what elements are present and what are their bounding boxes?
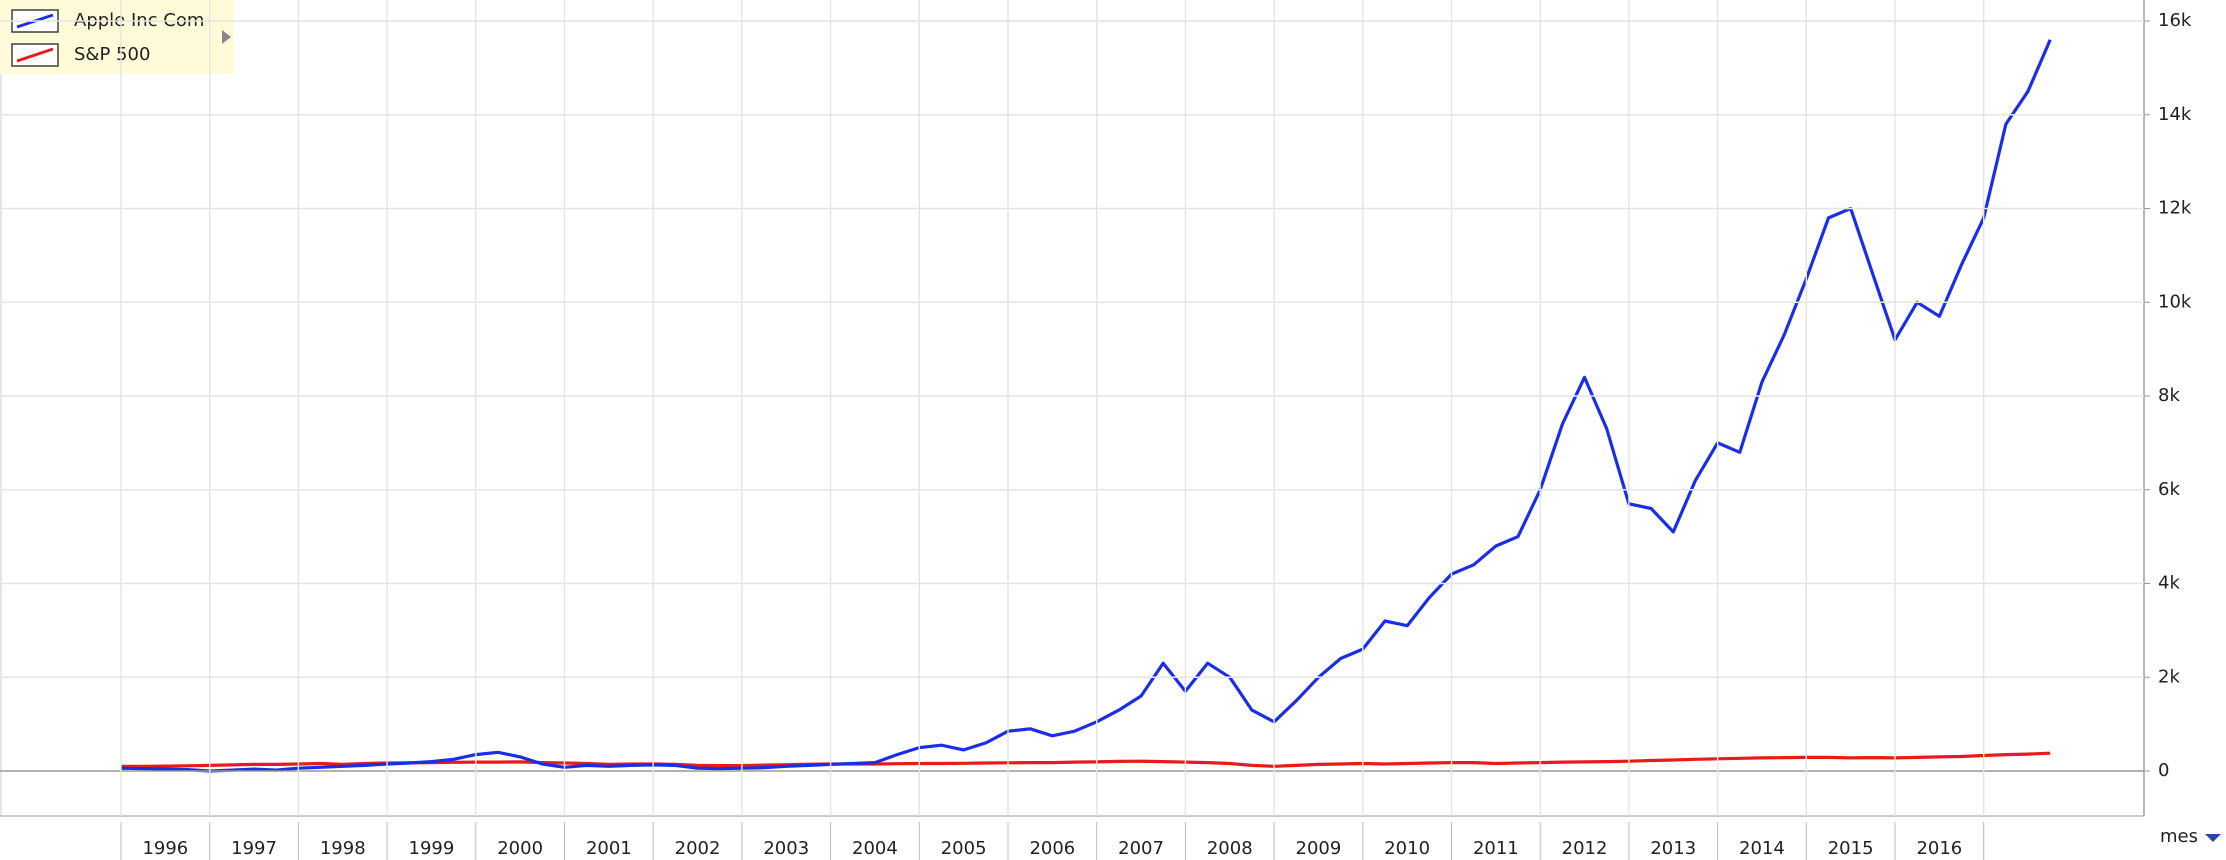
y-tick-label: 12k (2158, 198, 2192, 219)
y-tick-label: 14k (2158, 104, 2192, 125)
x-tick-label: 2002 (675, 838, 721, 859)
legend-swatch (16, 47, 54, 63)
x-tick-label: 2006 (1029, 838, 1075, 859)
x-tick-label: 1996 (142, 838, 188, 859)
x-tick-label: 2011 (1473, 838, 1519, 859)
period-menu-arrow[interactable] (2205, 834, 2221, 842)
x-tick-label: 1999 (409, 838, 455, 859)
legend-arrow[interactable] (222, 30, 231, 44)
y-tick-label: 6k (2158, 479, 2180, 500)
x-tick-label: 1997 (231, 838, 277, 859)
x-tick-label: 2014 (1739, 838, 1785, 859)
x-tick-label: 2015 (1828, 838, 1874, 859)
y-tick-label: 8k (2158, 385, 2180, 406)
x-tick-label: 2001 (586, 838, 632, 859)
x-tick-label: 2004 (852, 838, 898, 859)
y-tick-label: 10k (2158, 291, 2192, 312)
y-tick-label: 2k (2158, 666, 2180, 687)
x-tick-label: 2009 (1296, 838, 1342, 859)
x-tick-label: 2013 (1650, 838, 1696, 859)
y-tick-label: 0 (2158, 760, 2169, 781)
y-tick-label: 16k (2158, 10, 2192, 31)
y-tick-label: 4k (2158, 573, 2180, 594)
x-tick-label: 2005 (941, 838, 987, 859)
period-menu[interactable]: mes (2160, 826, 2198, 847)
x-tick-label: 1998 (320, 838, 366, 859)
x-tick-label: 2008 (1207, 838, 1253, 859)
x-tick-label: 2016 (1916, 838, 1962, 859)
x-tick-label: 2007 (1118, 838, 1164, 859)
legend-label: S&P 500 (74, 44, 150, 65)
plot-area (120, 39, 2052, 773)
series-line (120, 39, 2052, 773)
x-tick-label: 2003 (763, 838, 809, 859)
x-tick-label: 2000 (497, 838, 543, 859)
x-tick-label: 2012 (1562, 838, 1608, 859)
x-tick-label: 2010 (1384, 838, 1430, 859)
series-line (121, 751, 2051, 768)
